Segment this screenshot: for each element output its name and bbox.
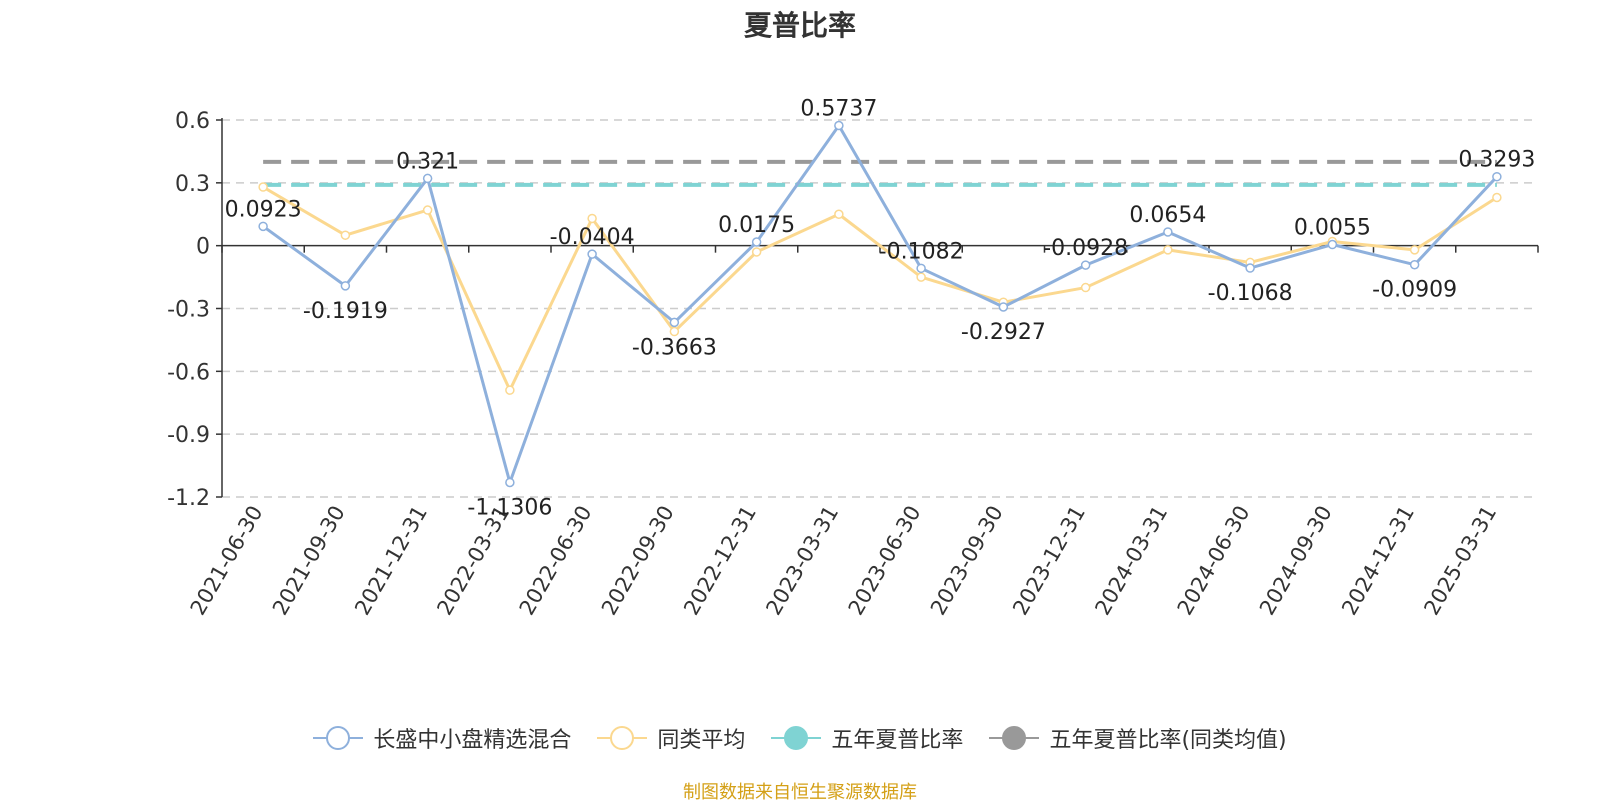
series-1-point-14 <box>1409 245 1420 255</box>
series-1-point-0 <box>258 182 268 192</box>
x-tick-label-0: 2021-06-30 <box>186 502 268 620</box>
chart-title: 夏普比率 <box>743 9 856 42</box>
series-0-point-1 <box>340 281 351 291</box>
y-tick-label-2: 0 <box>196 235 210 260</box>
series-1-point-6 <box>751 247 762 257</box>
x-tick-label-12: 2024-06-30 <box>1173 502 1255 620</box>
series-1-point-7 <box>834 209 844 219</box>
data-label-11: 0.0654 <box>1129 203 1206 228</box>
legend-item-2[interactable]: 五年夏普比率 <box>771 722 963 754</box>
series-0-point-15 <box>1492 171 1502 182</box>
legend-item-0[interactable]: 长盛中小盘精选混合 <box>313 722 571 754</box>
y-tick-label-0: 0.6 <box>175 109 210 134</box>
legend-label-2: 五年夏普比率 <box>831 728 964 753</box>
series-1-point-1 <box>340 230 351 240</box>
y-tick-label-4: -0.6 <box>167 360 210 385</box>
legend-item-1[interactable]: 同类平均 <box>597 722 745 754</box>
series-1-point-2 <box>422 205 433 215</box>
data-label-10: -0.0928 <box>1043 236 1128 261</box>
series-0-point-14 <box>1409 259 1420 270</box>
data-label-3: -1.1306 <box>467 495 552 520</box>
y-tick-label-1: 0.3 <box>175 172 210 197</box>
series-0-point-3 <box>505 477 515 488</box>
x-tick-label-15: 2025-03-31 <box>1419 502 1501 620</box>
data-label-13: 0.0055 <box>1294 216 1371 241</box>
data-label-5: -0.3663 <box>632 335 717 360</box>
y-tick-label-3: -0.3 <box>167 298 210 323</box>
y-tick-label-5: -0.9 <box>167 423 210 448</box>
data-label-4: -0.0404 <box>550 225 635 250</box>
series-0-point-0 <box>258 221 268 232</box>
series-0-point-6 <box>751 237 762 247</box>
x-tick-label-5: 2022-09-30 <box>597 502 679 620</box>
series-line-1 <box>262 185 1498 392</box>
data-label-12: -0.1068 <box>1208 281 1293 306</box>
series-line-0 <box>262 124 1498 484</box>
data-label-7: 0.5737 <box>800 97 877 122</box>
x-tick-label-9: 2023-09-30 <box>926 502 1008 620</box>
y-tick-label-6: -1.2 <box>167 486 210 511</box>
source-note: 制图数据来自恒生聚源数据库 <box>683 782 917 803</box>
x-tick-label-11: 2024-03-31 <box>1090 502 1172 620</box>
legend-item-3[interactable]: 五年夏普比率(同类均值) <box>989 722 1287 754</box>
series-0-point-11 <box>1163 227 1173 237</box>
legend-label-3: 五年夏普比率(同类均值) <box>1049 728 1287 753</box>
x-tick-label-13: 2024-09-30 <box>1255 502 1337 620</box>
data-label-1: -0.1919 <box>303 299 388 324</box>
x-tick-label-1: 2021-09-30 <box>268 502 350 620</box>
x-tick-label-8: 2023-06-30 <box>844 502 926 620</box>
x-tick-label-2: 2021-12-31 <box>350 502 432 620</box>
series-1-point-3 <box>505 385 515 395</box>
data-label-0: 0.0923 <box>225 197 302 222</box>
legend-marker-1 <box>597 726 648 750</box>
reference-lines <box>263 159 1497 187</box>
x-tick-label-7: 2023-03-31 <box>761 502 843 620</box>
legend-label-1: 同类平均 <box>657 728 746 753</box>
series-0-point-12 <box>1245 263 1255 273</box>
legend-marker-3 <box>989 726 1040 750</box>
legend-marker-2 <box>771 726 822 750</box>
series-0-point-13 <box>1327 239 1338 250</box>
series-1-point-15 <box>1492 192 1502 203</box>
series-0-point-5 <box>669 317 680 328</box>
series-1-point-10 <box>1080 282 1091 293</box>
data-label-9: -0.2927 <box>961 320 1046 345</box>
series-1-point-11 <box>1163 245 1173 255</box>
legend: 长盛中小盘精选混合 同类平均 五年夏普比率 五年夏普比率(同类均值) <box>0 722 1600 754</box>
x-tick-label-10: 2023-12-31 <box>1008 502 1090 620</box>
data-label-2: 0.321 <box>396 149 459 174</box>
series-0-point-4 <box>587 249 597 259</box>
series-layer <box>258 120 1502 488</box>
legend-marker-0 <box>313 726 364 750</box>
data-label-6: 0.0175 <box>718 213 795 238</box>
series-1-point-5 <box>669 326 680 337</box>
legend-label-0: 长盛中小盘精选混合 <box>373 728 572 753</box>
series-0-point-2 <box>422 173 433 184</box>
data-label-8: -0.1082 <box>879 239 964 264</box>
series-0-point-8 <box>916 263 926 274</box>
x-tick-label-14: 2024-12-31 <box>1337 502 1419 620</box>
series-0-point-10 <box>1080 260 1091 270</box>
grid-layer <box>222 119 1538 498</box>
x-tick-label-6: 2022-12-31 <box>679 502 761 620</box>
data-label-15: 0.3293 <box>1458 148 1535 173</box>
series-0-point-7 <box>834 120 844 131</box>
data-labels: 0.0923 -0.1919 0.321 -1.1306 -0.0404 -0.3663 0… <box>225 97 1536 521</box>
series-0-point-9 <box>998 302 1009 312</box>
series-1-point-8 <box>916 272 926 282</box>
data-label-14: -0.0909 <box>1372 278 1457 303</box>
series-1-point-4 <box>587 213 597 224</box>
